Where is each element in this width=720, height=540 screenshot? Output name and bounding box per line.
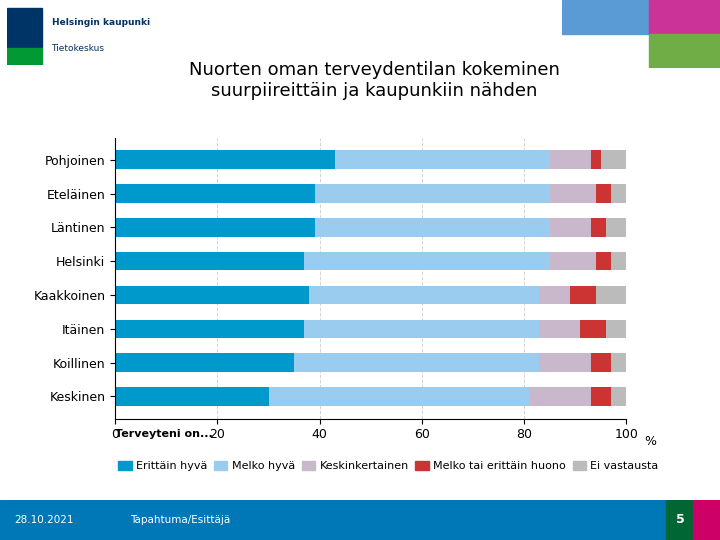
- Text: Tapahtuma/Esittäjä: Tapahtuma/Esittäjä: [130, 515, 230, 525]
- Bar: [539, 353, 590, 372]
- Bar: [539, 286, 570, 305]
- Bar: [611, 387, 626, 406]
- Bar: [562, 0, 649, 33]
- Bar: [115, 151, 335, 169]
- Text: Helsingin kaupunki: Helsingin kaupunki: [52, 18, 150, 28]
- Bar: [590, 353, 611, 372]
- Bar: [590, 218, 606, 237]
- Bar: [115, 353, 294, 372]
- Legend: Erittäin hyvä, Melko hyvä, Keskinkertainen, Melko tai erittäin huono, Ei vastaus: Erittäin hyvä, Melko hyvä, Keskinkertain…: [118, 461, 659, 471]
- Bar: [550, 151, 590, 169]
- Text: Terveyteni on...: Terveyteni on...: [115, 429, 213, 440]
- Bar: [611, 252, 626, 271]
- Bar: [649, 0, 720, 33]
- Bar: [335, 151, 550, 169]
- Bar: [115, 184, 315, 203]
- Bar: [305, 320, 539, 338]
- Text: Tietokeskus: Tietokeskus: [52, 44, 104, 53]
- Bar: [315, 218, 550, 237]
- Bar: [649, 33, 720, 68]
- Text: 28.10.2021: 28.10.2021: [14, 515, 74, 525]
- Bar: [550, 252, 595, 271]
- Bar: [269, 387, 529, 406]
- Bar: [606, 320, 626, 338]
- Bar: [550, 184, 595, 203]
- Bar: [595, 184, 611, 203]
- Bar: [601, 151, 626, 169]
- Bar: [693, 500, 720, 540]
- Bar: [315, 184, 550, 203]
- Bar: [590, 387, 611, 406]
- Bar: [570, 286, 595, 305]
- Text: Nuorten oman terveydentilan kokeminen
suurpiireittäin ja kaupunkiin nähden: Nuorten oman terveydentilan kokeminen su…: [189, 61, 560, 100]
- Bar: [611, 184, 626, 203]
- Bar: [305, 252, 550, 271]
- Bar: [606, 218, 626, 237]
- Bar: [115, 286, 310, 305]
- Bar: [580, 320, 606, 338]
- Bar: [666, 500, 693, 540]
- Bar: [115, 252, 305, 271]
- Bar: [611, 353, 626, 372]
- Bar: [550, 218, 590, 237]
- Bar: [7, 48, 42, 65]
- Bar: [595, 286, 626, 305]
- Bar: [310, 286, 539, 305]
- Bar: [595, 252, 611, 271]
- Bar: [590, 151, 601, 169]
- Bar: [7, 8, 42, 47]
- Bar: [115, 218, 315, 237]
- Bar: [529, 387, 590, 406]
- Bar: [539, 320, 580, 338]
- Bar: [294, 353, 539, 372]
- Bar: [115, 320, 305, 338]
- Text: %: %: [644, 435, 657, 448]
- Text: 5: 5: [676, 513, 685, 526]
- Bar: [115, 387, 269, 406]
